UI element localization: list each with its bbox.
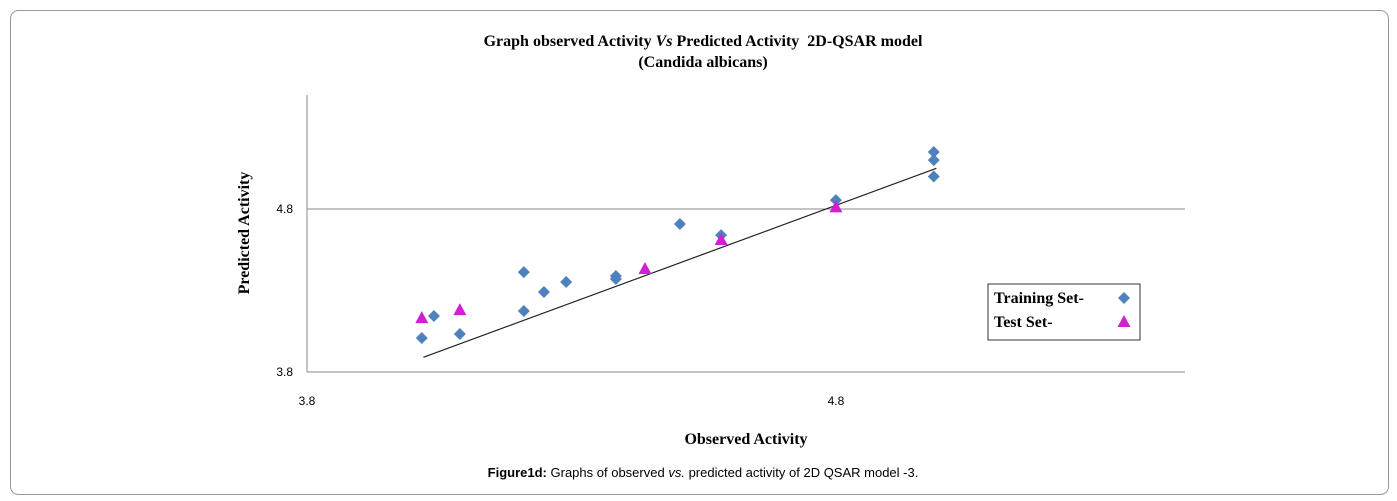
caption: Figure1d: Graphs of observed vs. predict… [488,465,919,480]
point [427,309,440,322]
point [517,266,530,279]
point [927,146,940,159]
point [829,194,842,207]
caption-part: Figure1d: [488,465,547,480]
point [638,262,652,275]
point [829,200,843,213]
point [609,272,622,285]
frame [10,10,1389,495]
title-part: Graph observed Activity [484,33,652,50]
chart-title: Graph observed Activity Vs Predicted Act… [484,33,923,50]
point [560,276,573,289]
point [927,170,940,183]
x-tick-label: 4.8 [828,394,845,408]
point [415,311,429,324]
point [517,305,530,318]
legend-box [987,283,1141,341]
point [927,154,940,167]
point [537,285,550,298]
x-tick-label: 3.8 [299,394,316,408]
point [673,218,686,231]
legend-label: Training Set- [994,290,1084,307]
title-part: Vs [656,33,673,50]
point [453,328,466,341]
y-axis-label: Predicted Activity [236,172,253,295]
title-part: Predicted Activity 2D-QSAR model [677,33,923,50]
trendline [423,167,937,358]
caption-part: vs. [668,465,685,480]
point [714,233,728,246]
legend-marker [1118,292,1130,304]
point [415,331,428,344]
x-axis-label: Observed Activity [684,431,807,448]
chart-subtitle: (Candida albicans) [638,54,767,71]
caption-part: Graphs of observed [551,465,665,480]
legend-marker [1117,315,1131,327]
point [453,303,467,316]
y-tick-label: 3.8 [276,365,293,379]
y-tick-label: 4.8 [276,202,293,216]
legend-label: Test Set- [994,314,1053,331]
caption-part: predicted activity of 2D QSAR model -3. [689,465,919,480]
